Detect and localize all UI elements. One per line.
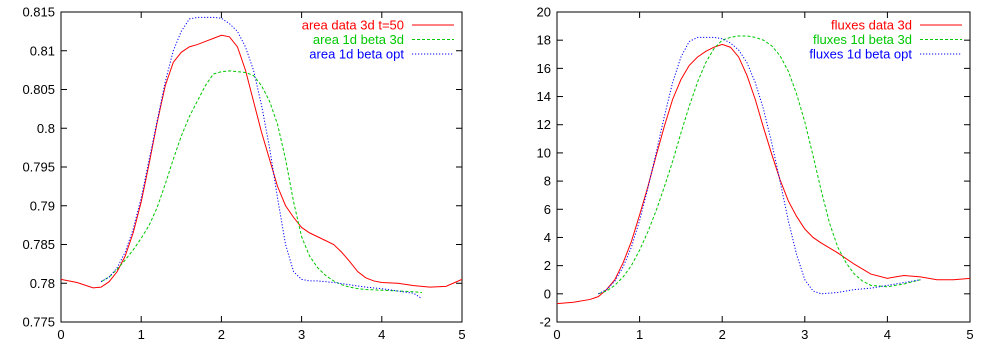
area-y-tick-label: 0.805: [22, 82, 55, 97]
fluxes-plot-frame: [556, 11, 971, 323]
fluxes-y-tick-label: 16: [537, 61, 551, 76]
fluxes-x-tick-label: 0: [553, 327, 560, 342]
area-series-line-1: [100, 70, 422, 294]
area-y-tick-label: 0.775: [22, 315, 55, 330]
fluxes-series-line-1: [598, 35, 921, 295]
fluxes-y-tick-label: -2: [539, 315, 551, 330]
area-y-tick-label: 0.8: [37, 121, 55, 136]
fluxes-y-tick-label: 14: [537, 89, 551, 104]
fluxes-x-tick-label: 5: [966, 327, 973, 342]
fluxes-y-tick-label: 8: [544, 174, 551, 189]
area-x-tick-label: 1: [138, 327, 145, 342]
fluxes-y-tick-label: 6: [544, 202, 551, 217]
area-x-tick-label: 4: [378, 327, 385, 342]
fluxes-y-tick-label: 10: [537, 145, 551, 160]
fluxes-x-tick-label: 3: [801, 327, 808, 342]
fluxes-legend-label-0: fluxes data 3d: [831, 18, 912, 33]
area-chart: 0 1 2 3 4 5 0.775 0.78 0.785 0.79 0.795 0.8 0.805 0.8…: [22, 5, 465, 343]
fluxes-legend-label-1: fluxes 1d beta 3d: [813, 32, 912, 47]
area-y-tick-label: 0.785: [22, 237, 55, 252]
fluxes-y-tick-label: 12: [537, 117, 551, 132]
area-y-tick-label: 0.79: [30, 198, 55, 213]
area-x-tick-label: 3: [298, 327, 305, 342]
fluxes-x-tick-label: 4: [884, 327, 891, 342]
area-legend-label-1: area 1d beta 3d: [313, 32, 404, 47]
area-legend-label-0: area data 3d t=50: [302, 18, 404, 33]
area-x-tick-label: 2: [218, 327, 225, 342]
area-series-line-0: [60, 34, 463, 289]
area-x-tick-label: 5: [458, 327, 465, 342]
fluxes-x-tick-label: 1: [636, 327, 643, 342]
area-y-tick-label: 0.81: [30, 43, 55, 58]
fluxes-series-line-2: [598, 36, 921, 295]
area-y-tick-label: 0.815: [22, 5, 55, 20]
fluxes-x-tick-label: 2: [719, 327, 726, 342]
area-legend-label-2: area 1d beta opt: [309, 47, 404, 62]
fluxes-y-tick-label: 20: [537, 5, 551, 20]
area-y-tick-label: 0.795: [22, 160, 55, 175]
fluxes-y-tick-label: 2: [544, 258, 551, 273]
fluxes-y-tick-label: 4: [544, 230, 551, 245]
area-y-tick-label: 0.78: [30, 276, 55, 291]
fluxes-y-tick-label: 18: [537, 33, 551, 48]
fluxes-y-tick-label: 0: [544, 286, 551, 301]
area-x-tick-label: 0: [57, 327, 64, 342]
fluxes-legend-label-2: fluxes 1d beta opt: [809, 47, 912, 62]
fluxes-series-line-0: [556, 43, 971, 305]
